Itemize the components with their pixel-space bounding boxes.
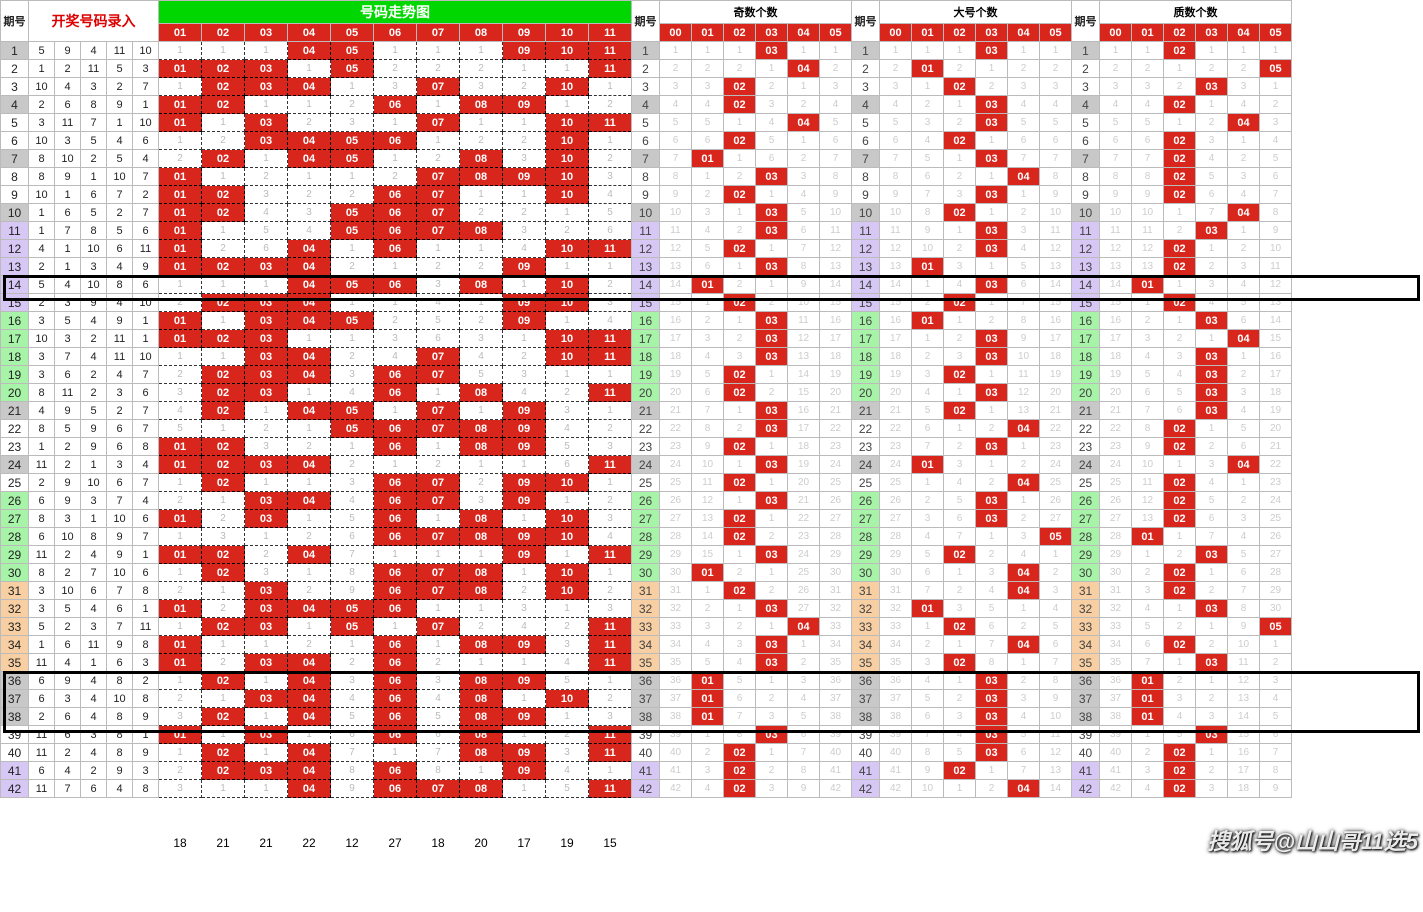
- data-row: 3104327102030413073210133302213331022333…: [1, 78, 1292, 96]
- data-row: 1594111011104051110910111111031111110311…: [1, 42, 1292, 60]
- data-row: 3352371110203105107242113333321043333331…: [1, 618, 1292, 636]
- data-row: 2529106710211306072091012525110212025252…: [1, 474, 1292, 492]
- data-row: 1710321110102031136311011171732031217171…: [1, 330, 1292, 348]
- data-row: 2911249101022047111091112929151032429292…: [1, 546, 1292, 564]
- data-row: 1936247202030430607531119195021141919193…: [1, 366, 1292, 384]
- data-row: 2312968010232106108095323239021182323237…: [1, 438, 1292, 456]
- data-row: 3511416301203042062114113535540323535353…: [1, 654, 1292, 672]
- data-row: 3669482102104306308095136360151336363641…: [1, 672, 1292, 690]
- data-row: 1837411101103042407421011181843031318181…: [1, 348, 1292, 366]
- data-row: 3911638101103160660812113939180363939397…: [1, 726, 1292, 744]
- data-row: 5311711001103231071110115551404555320355…: [1, 114, 1292, 132]
- watermark: 搜狐号@山山哥11选5: [1207, 824, 1418, 856]
- data-row: 2121153010203105222111122221042220121222…: [1, 60, 1292, 78]
- data-row: 8891107011211207080910388120338886210488…: [1, 168, 1292, 186]
- data-row: 3416119801112106108093113434430313434342…: [1, 636, 1292, 654]
- data-row: 1241106110126041061141011121250217121212…: [1, 240, 1292, 258]
- data-row: 2149527402104051071093121217103162121215…: [1, 402, 1292, 420]
- lottery-trend-table: 期号开奖号码录入号码走势图期号奇数个数期号大号个数期号质数个数010203040…: [0, 0, 1292, 858]
- data-row: 4268910102112061080912444023244421034444…: [1, 96, 1292, 114]
- data-row: 1117856011540506070832611114203611111191…: [1, 222, 1292, 240]
- data-row: 4211764831104906070815114242402394242421…: [1, 780, 1292, 798]
- data-row: 3082710610231806070811013030012125303030…: [1, 564, 1292, 582]
- data-row: 3131067821032906070821023131102226313131…: [1, 582, 1292, 600]
- column-sums: 1821212212271820171915: [1, 828, 1292, 858]
- data-row: 2285967512105060708094222228203172222226…: [1, 420, 1292, 438]
- data-row: 1016527010243050607221510103103510101080…: [1, 204, 1292, 222]
- data-row: 3826489302104506508091338380173538383863…: [1, 708, 1292, 726]
- data-row: 1454108611104050630811021414012191414141…: [1, 276, 1292, 294]
- data-row: 1523941020203041141091031515102210151515…: [1, 294, 1292, 312]
- data-row: 2081123630203140610842112020602215202020…: [1, 384, 1292, 402]
- data-row: 4011248910210471708093114040202174040408…: [1, 744, 1292, 762]
- data-row: 9101672010232206071110499202149997303199…: [1, 186, 1292, 204]
- data-row: 3235461012030405061131332322103273232320…: [1, 600, 1292, 618]
- data-row: 2411213401020304212116112424101031924242…: [1, 456, 1292, 474]
- data-row: 6103546120304050612210166602516664021666…: [1, 132, 1292, 150]
- data-row: 4164293202030480681094141413022841414190…: [1, 762, 1292, 780]
- data-row: 1321349010203042122091113136103813131301…: [1, 258, 1292, 276]
- data-row: 1635491011030405252091416162103111616160…: [1, 312, 1292, 330]
- data-row: 2669374210304406073091226261210321262626…: [1, 492, 1292, 510]
- data-row: 2861089713126060708091042828140222328282…: [1, 528, 1292, 546]
- data-row: 2783110601203150610811032727130212227272…: [1, 510, 1292, 528]
- data-row: 7810254202104051208310277011627775103777…: [1, 150, 1292, 168]
- data-row: 3763410821030440640811023737016243737375…: [1, 690, 1292, 708]
